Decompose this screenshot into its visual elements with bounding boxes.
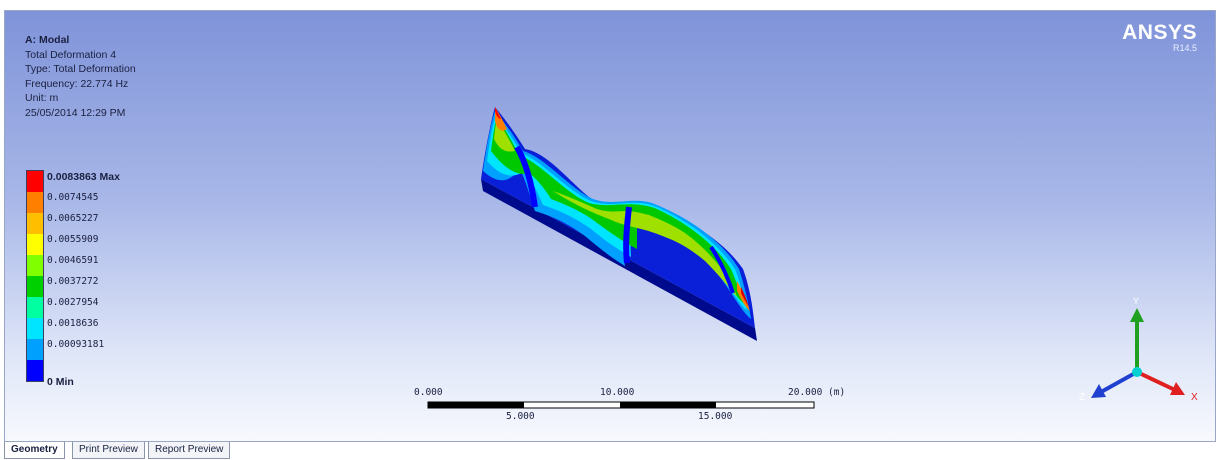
nodal-line-2: [623, 206, 632, 264]
axis-triad[interactable]: Y X Z: [1075, 296, 1215, 421]
timestamp: 25/05/2014 12:29 PM: [25, 106, 126, 119]
legend-label: 0 Min: [47, 376, 74, 388]
graphics-viewport[interactable]: A: Modal Total Deformation 4 Type: Total…: [4, 10, 1216, 442]
scale-label-15: 15.000: [698, 411, 733, 422]
triad-graphic: Y X Z: [1079, 296, 1198, 403]
legend-label: 0.0037272: [47, 276, 99, 287]
ansys-logo: ANSYS R14.5: [1122, 21, 1197, 53]
legend-label: 0.0083863 Max: [47, 171, 120, 183]
tab-geometry[interactable]: Geometry: [4, 442, 65, 459]
scale-label-20: 20.000 (m): [788, 387, 846, 398]
tab-print-preview[interactable]: Print Preview: [72, 442, 145, 459]
legend-swatch: [27, 297, 43, 318]
legend-label: 0.0027954: [47, 297, 99, 308]
contour-max-right: [741, 287, 749, 307]
nodal-line-3: [709, 245, 735, 294]
legend-label: 0.0065227: [47, 213, 99, 224]
scale-label-0: 0.000: [414, 387, 443, 398]
tab-report-preview[interactable]: Report Preview: [148, 442, 231, 459]
contour-band-3: [491, 117, 743, 303]
scale-label-10: 10.000: [600, 387, 635, 398]
legend-swatch: [27, 213, 43, 234]
legend-label: 0.00093181: [47, 339, 105, 350]
triad-y-label: Y: [1133, 296, 1139, 306]
legend-label: 0.0046591: [47, 255, 99, 266]
legend-swatch: [27, 339, 43, 360]
contour-hot-left: [495, 107, 507, 131]
legend-label: 0.0018636: [47, 318, 99, 329]
result-info-panel: A: Modal Total Deformation 4 Type: Total…: [25, 33, 136, 120]
frequency-readout: Frequency: 22.774 Hz: [25, 77, 129, 90]
legend-label: 0.0074545: [47, 192, 99, 203]
result-name: Total Deformation 4: [25, 48, 117, 61]
triad-z-label: Z: [1079, 392, 1085, 403]
scale-bar-graphic: [427, 401, 815, 409]
scale-label-5: 5.000: [506, 411, 535, 422]
legend-swatch: [27, 171, 43, 192]
logo-name: ANSYS: [1122, 21, 1197, 44]
legend-label: 0.0055909: [47, 234, 99, 245]
triad-x-label: X: [1191, 392, 1198, 403]
legend-swatch: [27, 276, 43, 297]
legend-swatch: [27, 255, 43, 276]
logo-version: R14.5: [1172, 43, 1197, 53]
analysis-title: A: Modal: [25, 34, 70, 46]
nodal-line-1: [514, 145, 538, 208]
scale-bar: 0.000 10.000 20.000 (m) 5.000 15.000: [400, 387, 870, 437]
legend-swatch: [27, 234, 43, 255]
legend-swatch: [27, 192, 43, 213]
deformed-model-view[interactable]: [5, 11, 1216, 442]
contour-max-left: [495, 107, 501, 119]
result-type: Type: Total Deformation: [25, 63, 136, 75]
legend-swatch: [27, 360, 43, 381]
legend-swatch: [27, 318, 43, 339]
view-tab-bar: Geometry Print Preview Report Preview: [0, 442, 1220, 460]
unit-readout: Unit: m: [25, 92, 59, 104]
